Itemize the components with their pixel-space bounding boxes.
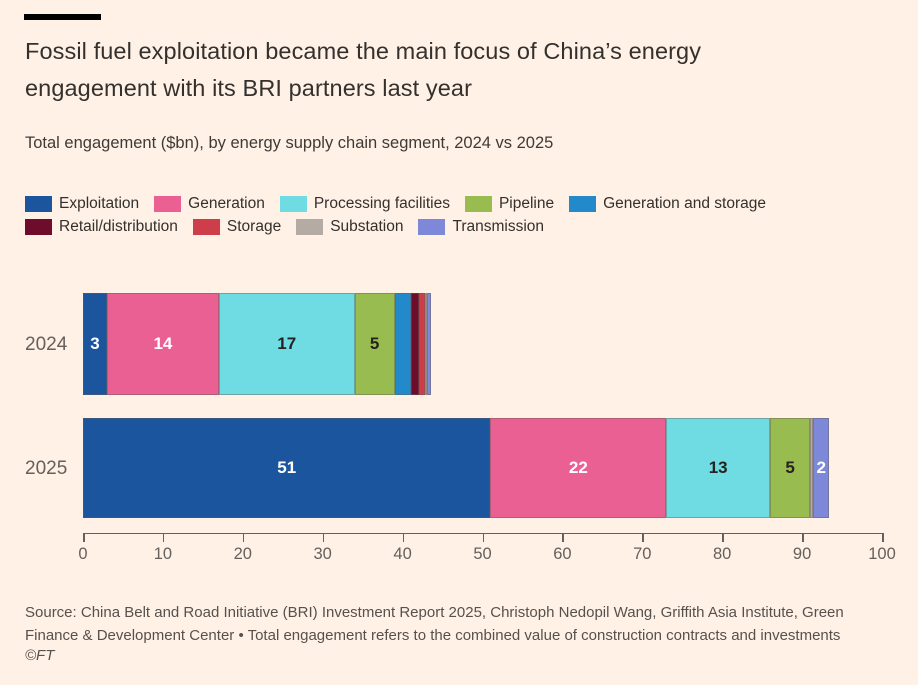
- axis-tick-label: 10: [153, 545, 173, 563]
- axis-tick-label: 20: [233, 545, 252, 563]
- bar-segment-generation: 14: [106, 293, 219, 395]
- bar-segment-pipeline: 5: [770, 418, 811, 518]
- category-label-2024: 2024: [25, 334, 68, 355]
- legend-item-retail-distribution: Retail/distribution: [25, 218, 178, 236]
- legend-swatch-icon: [279, 196, 307, 212]
- segment-value-label: 17: [277, 334, 297, 353]
- bar-segment-substation: [810, 418, 814, 518]
- legend-swatch-icon: [418, 219, 446, 235]
- segment-value-label: 51: [277, 458, 297, 477]
- axis-tick-label: 80: [713, 545, 732, 563]
- legend-swatch-icon: [569, 196, 597, 212]
- axis-tick-label: 50: [473, 545, 492, 563]
- legend-label: Pipeline: [498, 195, 555, 212]
- legend-item-transmission: Transmission: [418, 218, 544, 236]
- legend-item-storage: Storage: [192, 218, 282, 236]
- legend-item-generation: Generation: [154, 195, 265, 213]
- axis-tick: [562, 533, 564, 542]
- legend-label: Exploitation: [59, 195, 140, 212]
- legend-item-exploitation: Exploitation: [25, 195, 139, 213]
- legend-label: Substation: [330, 218, 404, 235]
- segment-value-label: 22: [568, 458, 588, 477]
- axis-tick: [642, 533, 644, 542]
- segment-value-label: 14: [153, 334, 173, 353]
- legend-swatch-icon: [296, 219, 324, 235]
- legend-label: Storage: [226, 218, 282, 235]
- legend-swatch-icon: [192, 219, 220, 235]
- legend-swatch-icon: [154, 196, 182, 212]
- axis-tick-label: 70: [633, 545, 652, 563]
- legend-item-substation: Substation: [296, 218, 403, 236]
- legend-label: Generation and storage: [603, 195, 766, 212]
- chart-subtitle: Total engagement ($bn), by energy supply…: [25, 134, 554, 152]
- axis-tick-label: 100: [868, 545, 896, 563]
- legend-label: Transmission: [452, 218, 545, 235]
- bar-segment-processing-facilities: 17: [218, 293, 355, 395]
- legend-swatch-icon: [464, 196, 492, 212]
- legend-item-processing-facilities: Processing facilities: [279, 195, 450, 213]
- stacked-bar-2025: 51 22 13 5 2: [83, 418, 830, 518]
- legend-item-pipeline: Pipeline: [464, 195, 555, 213]
- segment-value-label: 5: [369, 334, 380, 353]
- segment-value-label: 5: [785, 458, 795, 477]
- axis-tick: [482, 533, 484, 542]
- bar-segment-exploitation: 3: [83, 293, 107, 395]
- legend-swatch-icon: [25, 196, 52, 212]
- bar-segment-retail-distribution: [410, 293, 419, 395]
- bar-segment-pipeline: 5: [354, 293, 395, 395]
- segment-value-label: 2: [816, 458, 826, 477]
- chart-title: Fossil fuel exploitation became the main…: [25, 38, 702, 101]
- legend-item-generation-and-storage: Generation and storage: [569, 195, 766, 213]
- legend-label: Generation: [188, 195, 265, 212]
- segment-value-label: 13: [708, 458, 728, 477]
- legend-swatch-icon: [25, 219, 52, 235]
- legend-label: Processing facilities: [313, 195, 450, 212]
- bar-segment-substation: [424, 293, 427, 395]
- axis-tick: [162, 533, 165, 542]
- axis-tick-label: 60: [553, 545, 572, 563]
- legend-label: Retail/distribution: [59, 218, 178, 235]
- bar-segment-generation: 22: [490, 418, 667, 518]
- bar-segment-transmission: 2: [813, 418, 830, 518]
- segment-value-label: 3: [90, 334, 100, 353]
- source-note: Source: China Belt and Road Initiative (…: [25, 604, 844, 644]
- axis-tick: [882, 533, 884, 542]
- axis-tick-label: 0: [78, 545, 88, 563]
- axis-tick-label: 40: [393, 545, 412, 563]
- axis-tick: [802, 533, 804, 542]
- axis-tick: [83, 533, 85, 542]
- ft-top-rule: [24, 14, 101, 20]
- axis-tick: [402, 533, 405, 542]
- axis-tick: [242, 533, 245, 542]
- axis-tick-label: 30: [313, 545, 332, 563]
- chart-legend: Exploitation Generation Processing facilit…: [25, 195, 887, 236]
- bar-segment-storage: [418, 293, 425, 395]
- bar-segment-generation-and-storage: [394, 293, 411, 395]
- axis-tick: [722, 533, 724, 542]
- stacked-bar-2024: 3 14 17 5: [83, 293, 432, 395]
- ft-credit: ©FT: [25, 647, 55, 664]
- axis-tick-label: 90: [792, 545, 812, 563]
- axis-tick: [322, 533, 325, 542]
- category-label-2025: 2025: [25, 458, 68, 479]
- bar-segment-exploitation: 51: [83, 418, 491, 518]
- bar-segment-processing-facilities: 13: [666, 418, 771, 518]
- bar-segment-transmission: [426, 293, 432, 395]
